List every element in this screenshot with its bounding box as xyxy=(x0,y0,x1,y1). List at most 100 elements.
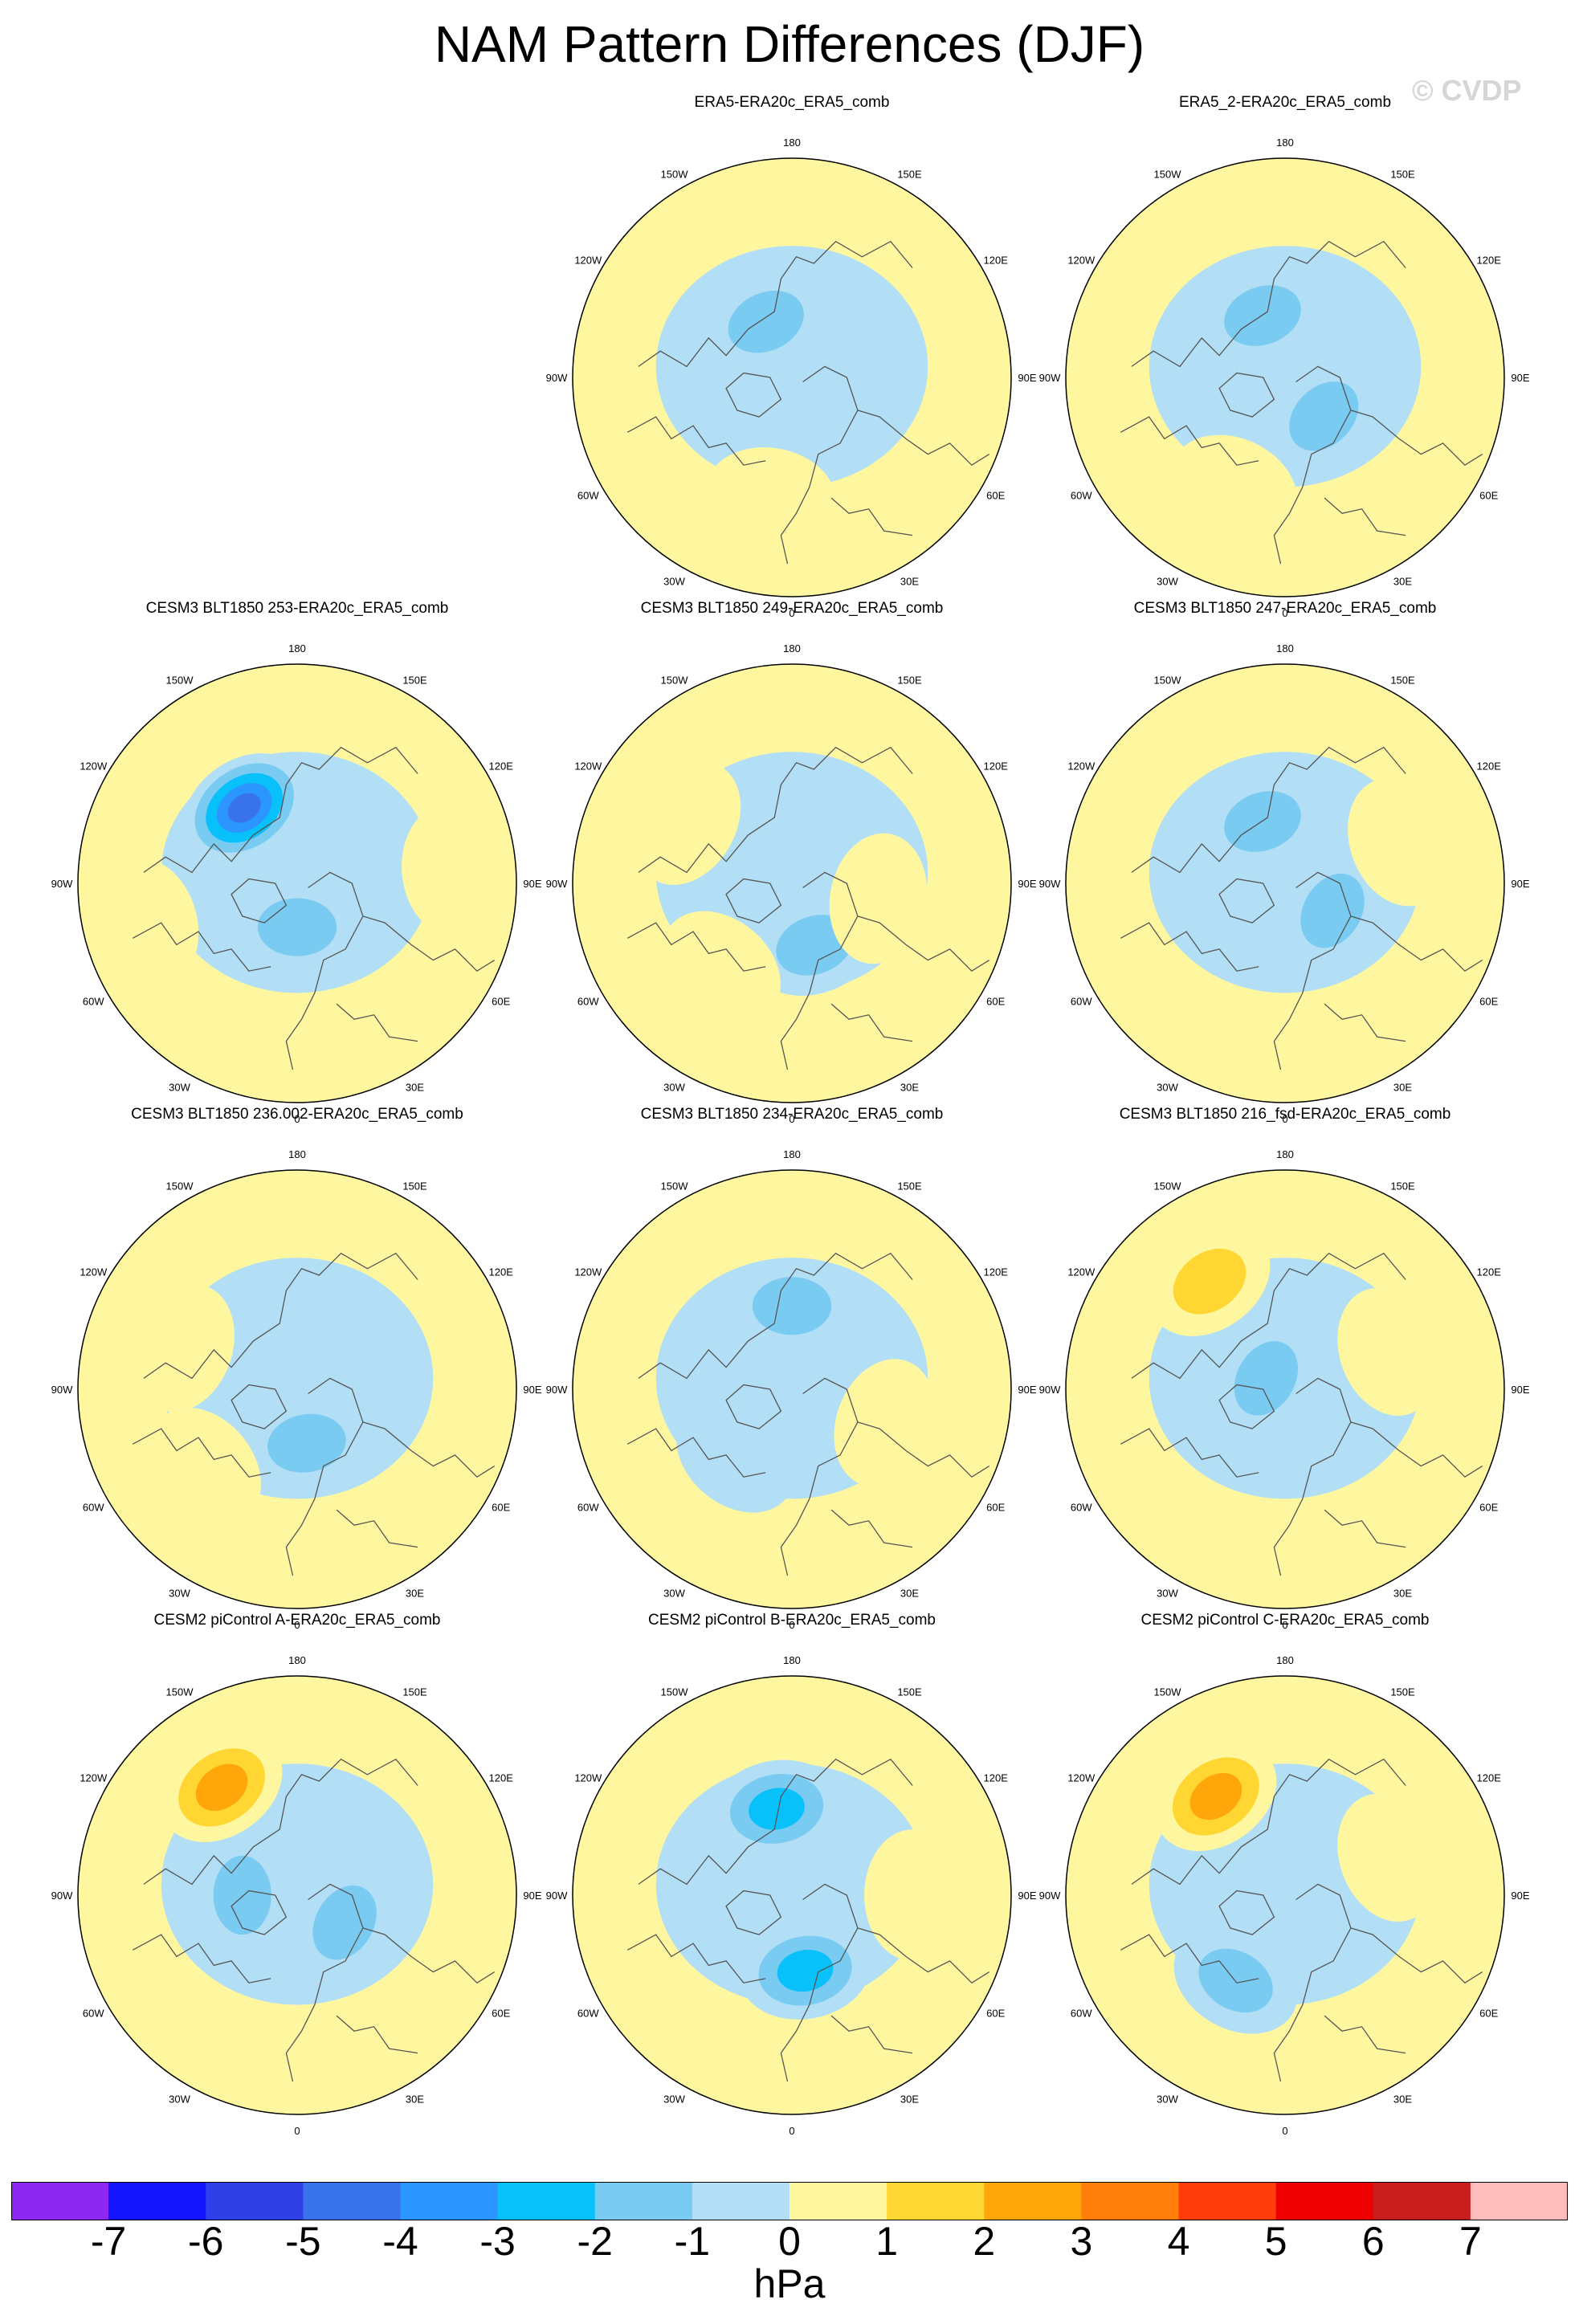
longitude-label: 60E xyxy=(492,1502,510,1514)
map-border xyxy=(572,1675,1012,2115)
contour-level xyxy=(1173,1249,1246,1315)
longitude-label: 120W xyxy=(1067,1772,1096,1784)
longitude-label: 60E xyxy=(1479,490,1498,502)
longitude-label: 120E xyxy=(984,1772,1009,1784)
longitude-label: 90W xyxy=(1039,1384,1061,1396)
colorbar-frame xyxy=(11,2182,1568,2220)
coastline xyxy=(336,2015,418,2054)
colorbar-tick-label: 4 xyxy=(1167,2219,1190,2264)
longitude-label: 90W xyxy=(546,1384,568,1396)
longitude-label: 60E xyxy=(1479,1502,1498,1514)
contour-level xyxy=(257,898,337,956)
watermark: © CVDP xyxy=(1412,74,1522,107)
longitude-label: 150E xyxy=(1390,168,1415,180)
panel-title: CESM3 BLT1850 253-ERA20c_ERA5_comb xyxy=(145,600,449,617)
longitude-label: 60E xyxy=(986,1502,1005,1514)
coastline xyxy=(725,372,782,418)
colorbar-box xyxy=(497,2182,596,2220)
longitude-label: 90E xyxy=(1511,372,1529,384)
coastline xyxy=(132,1934,271,1984)
coastline xyxy=(1218,372,1275,418)
longitude-label: 120E xyxy=(1477,1266,1502,1278)
longitude-label: 150E xyxy=(897,674,922,686)
longitude-label: 60W xyxy=(1071,490,1092,502)
coastline xyxy=(1120,1428,1259,1478)
longitude-label: 150E xyxy=(1390,1686,1415,1698)
coastline xyxy=(1324,1509,1406,1548)
panel-title: CESM3 BLT1850 216_fsd-ERA20c_ERA5_comb xyxy=(1119,1106,1451,1123)
longitude-label: 60W xyxy=(577,996,599,1008)
longitude-label: 0 xyxy=(789,607,794,619)
coastline xyxy=(231,878,288,923)
coastline xyxy=(1273,1883,1352,2082)
longitude-label: 30W xyxy=(169,1082,190,1094)
coastline xyxy=(725,1890,782,1935)
longitude-label: 30E xyxy=(900,1082,919,1094)
longitude-label: 150E xyxy=(897,168,922,180)
contour-level xyxy=(1224,791,1301,852)
coastline xyxy=(1324,2015,1406,2054)
longitude-label: 120E xyxy=(984,1266,1009,1278)
longitude-label: 30E xyxy=(406,1082,424,1094)
coastline xyxy=(1350,410,1483,467)
longitude-label: 0 xyxy=(789,1113,794,1125)
coastline xyxy=(780,1377,859,1576)
coastline xyxy=(638,1252,913,1380)
longitude-label: 60W xyxy=(1071,1502,1092,1514)
contour-level xyxy=(227,793,261,823)
colorbar-box xyxy=(594,2182,693,2220)
longitude-label: 30E xyxy=(1393,576,1412,588)
coastline xyxy=(1218,1890,1275,1935)
coastline xyxy=(143,1758,418,1886)
colorbar-tick-label: -3 xyxy=(479,2219,516,2264)
longitude-label: 150W xyxy=(661,1180,689,1192)
panel-title: ERA5-ERA20c_ERA5_comb xyxy=(694,94,890,111)
coastline xyxy=(336,1509,418,1548)
longitude-label: 30W xyxy=(169,1588,190,1600)
longitude-label: 60E xyxy=(492,2008,510,2020)
colorbar-box xyxy=(887,2182,985,2220)
longitude-label: 60E xyxy=(1479,996,1498,1008)
longitude-label: 30W xyxy=(1157,1588,1178,1600)
longitude-label: 180 xyxy=(288,1654,306,1666)
coastline xyxy=(1273,871,1352,1070)
longitude-label: 90E xyxy=(523,1384,541,1396)
longitude-label: 30E xyxy=(900,2094,919,2106)
map-border xyxy=(572,663,1012,1103)
coastline xyxy=(1120,416,1259,466)
contour-level xyxy=(1337,1793,1439,1922)
longitude-label: 180 xyxy=(1276,137,1294,149)
longitude-label: 150E xyxy=(402,1180,427,1192)
contour-level xyxy=(1171,434,1297,539)
colorbar-tick-label: -1 xyxy=(674,2219,711,2264)
coastline xyxy=(285,1883,364,2082)
longitude-label: 30E xyxy=(900,1588,919,1600)
longitude-label: 120W xyxy=(1067,1266,1096,1278)
map-border xyxy=(1065,157,1505,597)
longitude-label: 180 xyxy=(1276,1148,1294,1160)
coastline xyxy=(362,1421,496,1478)
colorbar-box xyxy=(984,2182,1082,2220)
coastline xyxy=(231,1890,288,1935)
colorbar xyxy=(11,2182,1568,2220)
longitude-label: 30W xyxy=(663,2094,685,2106)
coastline xyxy=(638,746,913,874)
colorbar-tick-label: -5 xyxy=(285,2219,321,2264)
longitude-label: 30E xyxy=(406,1588,424,1600)
longitude-label: 90E xyxy=(1018,1384,1036,1396)
longitude-label: 60W xyxy=(83,2008,104,2020)
contour-level xyxy=(864,1829,961,1961)
longitude-label: 120W xyxy=(574,1772,602,1784)
longitude-label: 30E xyxy=(900,576,919,588)
contour-level xyxy=(1224,285,1301,346)
longitude-label: 150W xyxy=(1154,674,1182,686)
longitude-label: 120E xyxy=(984,760,1009,773)
colorbar-tick-label: -2 xyxy=(577,2219,613,2264)
longitude-label: 150W xyxy=(166,674,194,686)
longitude-label: 120W xyxy=(574,760,602,773)
coastline xyxy=(857,1421,990,1478)
longitude-label: 90W xyxy=(546,372,568,384)
longitude-label: 150E xyxy=(1390,1180,1415,1192)
map-border xyxy=(77,1675,517,2115)
coastline xyxy=(1120,1934,1259,1984)
